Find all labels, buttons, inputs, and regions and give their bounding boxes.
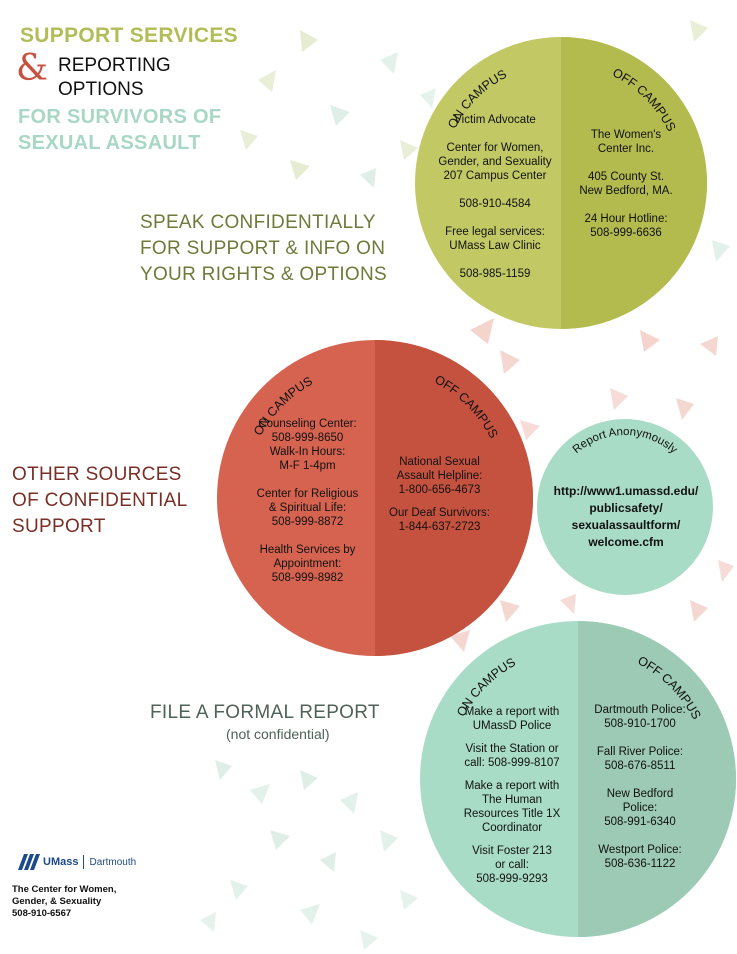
logo-umass-text: UMass bbox=[43, 856, 79, 868]
info-line: Health Services by bbox=[259, 544, 356, 556]
phone-number: 508-991-6340 bbox=[604, 816, 676, 828]
url-line: publicsafety/ bbox=[589, 501, 663, 515]
info-line: Police: bbox=[622, 802, 658, 814]
title-reporting: REPORTING bbox=[58, 55, 171, 76]
phone-number: 508-676-8511 bbox=[604, 760, 676, 772]
footer-contact: The Center for Women, Gender, & Sexualit… bbox=[12, 884, 116, 920]
victim-advocate: Victim Advocate bbox=[454, 114, 536, 126]
phone-number: 508-985-1159 bbox=[459, 268, 531, 280]
legal-line: Free legal services: bbox=[445, 226, 545, 238]
center-line: 207 Campus Center bbox=[443, 170, 547, 182]
heading-line: YOUR RIGHTS & OPTIONS bbox=[140, 264, 387, 285]
info-line: Dartmouth Police: bbox=[594, 704, 686, 716]
address-line: New Bedford, MA. bbox=[579, 185, 673, 197]
title-ampersand: & bbox=[16, 48, 49, 89]
s3-off-campus-info: Dartmouth Police: 508-910-1700 Fall Rive… bbox=[580, 703, 700, 871]
info-line: or call: bbox=[495, 859, 529, 871]
address-line: 405 County St. bbox=[587, 171, 665, 183]
logo-divider bbox=[83, 855, 85, 869]
info-line: Resources Title 1X bbox=[463, 808, 561, 820]
s1-on-campus-info: Victim Advocate Center for Women, Gender… bbox=[430, 113, 560, 281]
url-line: welcome.cfm bbox=[588, 535, 664, 549]
info-line: The Human bbox=[481, 794, 543, 806]
phone-number: 508-999-6636 bbox=[590, 227, 662, 239]
legal-line: UMass Law Clinic bbox=[449, 240, 541, 252]
speak-confidentially-heading: SPEAK CONFIDENTIALLY FOR SUPPORT & INFO … bbox=[140, 210, 387, 288]
info-line: M-F 1-4pm bbox=[279, 460, 336, 472]
heading-line: SUPPORT bbox=[12, 516, 106, 537]
org-name: The Women's bbox=[590, 129, 662, 141]
title-reporting-options: REPORTING OPTIONS bbox=[58, 54, 171, 102]
report-anonymously-circle bbox=[537, 419, 713, 595]
footer-phone: 508-910-6567 bbox=[12, 908, 72, 919]
title-support-services: SUPPORT SERVICES bbox=[20, 24, 238, 47]
phone-number: 508-910-1700 bbox=[604, 718, 676, 730]
info-line: Counseling Center: bbox=[258, 418, 357, 430]
s2-off-campus-info: National Sexual Assault Helpline: 1-800-… bbox=[377, 455, 502, 534]
center-line: Center for Women, bbox=[446, 142, 544, 154]
phone-number: 508-910-4584 bbox=[459, 198, 531, 210]
info-line: Visit Foster 213 bbox=[472, 845, 552, 857]
title-survivors-line1: FOR SURVIVORS OF bbox=[18, 106, 222, 128]
info-line: Appointment: bbox=[273, 558, 342, 570]
info-line: Walk-In Hours: bbox=[269, 446, 346, 458]
info-line: Westport Police: bbox=[598, 844, 682, 856]
footer-line: The Center for Women, bbox=[12, 884, 117, 895]
other-sources-heading: OTHER SOURCES OF CONFIDENTIAL SUPPORT bbox=[12, 462, 188, 540]
info-line: National Sexual bbox=[399, 456, 480, 468]
phone-number: 1-844-637-2723 bbox=[398, 521, 481, 533]
footer-line: Gender, & Sexuality bbox=[12, 896, 102, 907]
info-line: New Bedford bbox=[606, 788, 674, 800]
info-line: Make a report with bbox=[464, 780, 560, 792]
center-line: Gender, and Sexuality bbox=[438, 156, 552, 168]
phone-number: 508-999-8982 bbox=[271, 572, 344, 584]
title-survivors: FOR SURVIVORS OF SEXUAL ASSAULT bbox=[18, 104, 221, 156]
info-line: Assault Helpline: bbox=[396, 470, 483, 482]
heading-line: OF CONFIDENTIAL bbox=[12, 490, 188, 511]
info-line: Fall River Police: bbox=[596, 746, 684, 758]
phone-number: call: 508-999-8107 bbox=[464, 757, 560, 769]
phone-number: 508-999-8872 bbox=[271, 516, 344, 528]
s2-on-campus-info: Counseling Center: 508-999-8650 Walk-In … bbox=[240, 417, 375, 585]
not-confidential-note: (not confidential) bbox=[226, 726, 330, 742]
info-line: Our Deaf Survivors: bbox=[389, 507, 490, 519]
phone-number: 508-999-9293 bbox=[476, 873, 548, 885]
formal-report-heading: FILE A FORMAL REPORT bbox=[150, 702, 380, 723]
info-line: Visit the Station or bbox=[465, 743, 559, 755]
title-options: OPTIONS bbox=[58, 79, 144, 100]
report-anonymously-url[interactable]: http://www1.umassd.edu/ publicsafety/ se… bbox=[538, 483, 714, 551]
phone-number: 508-636-1122 bbox=[604, 858, 676, 870]
info-line: UMassD Police bbox=[472, 720, 552, 732]
info-line: & Spiritual Life: bbox=[268, 502, 347, 514]
s3-on-campus-info: Make a report with UMassD Police Visit t… bbox=[448, 705, 576, 886]
phone-number: 508-999-8650 bbox=[271, 432, 344, 444]
title-survivors-line2: SEXUAL ASSAULT bbox=[18, 132, 201, 154]
heading-line: SPEAK CONFIDENTIALLY bbox=[140, 212, 376, 233]
heading-line: OTHER SOURCES bbox=[12, 464, 182, 485]
umass-logo-icon bbox=[18, 854, 40, 870]
info-line: Coordinator bbox=[481, 822, 543, 834]
decorative-triangles bbox=[200, 20, 734, 950]
url-line: sexualassaultform/ bbox=[571, 518, 681, 532]
other-sources-circle bbox=[217, 340, 533, 656]
org-name: Center Inc. bbox=[597, 143, 655, 155]
phone-number: 1-800-656-4673 bbox=[398, 484, 481, 496]
s1-off-campus-info: The Women's Center Inc. 405 County St. N… bbox=[566, 128, 686, 240]
info-line: Center for Religious bbox=[256, 488, 359, 500]
heading-line: FOR SUPPORT & INFO ON bbox=[140, 238, 386, 259]
hotline-label: 24 Hour Hotline: bbox=[584, 213, 668, 225]
logo-dartmouth-text: Dartmouth bbox=[89, 856, 137, 868]
info-line: Make a report with bbox=[464, 706, 560, 718]
url-line: http://www1.umassd.edu/ bbox=[553, 484, 699, 498]
umass-dartmouth-logo: UMass Dartmouth bbox=[18, 854, 136, 870]
